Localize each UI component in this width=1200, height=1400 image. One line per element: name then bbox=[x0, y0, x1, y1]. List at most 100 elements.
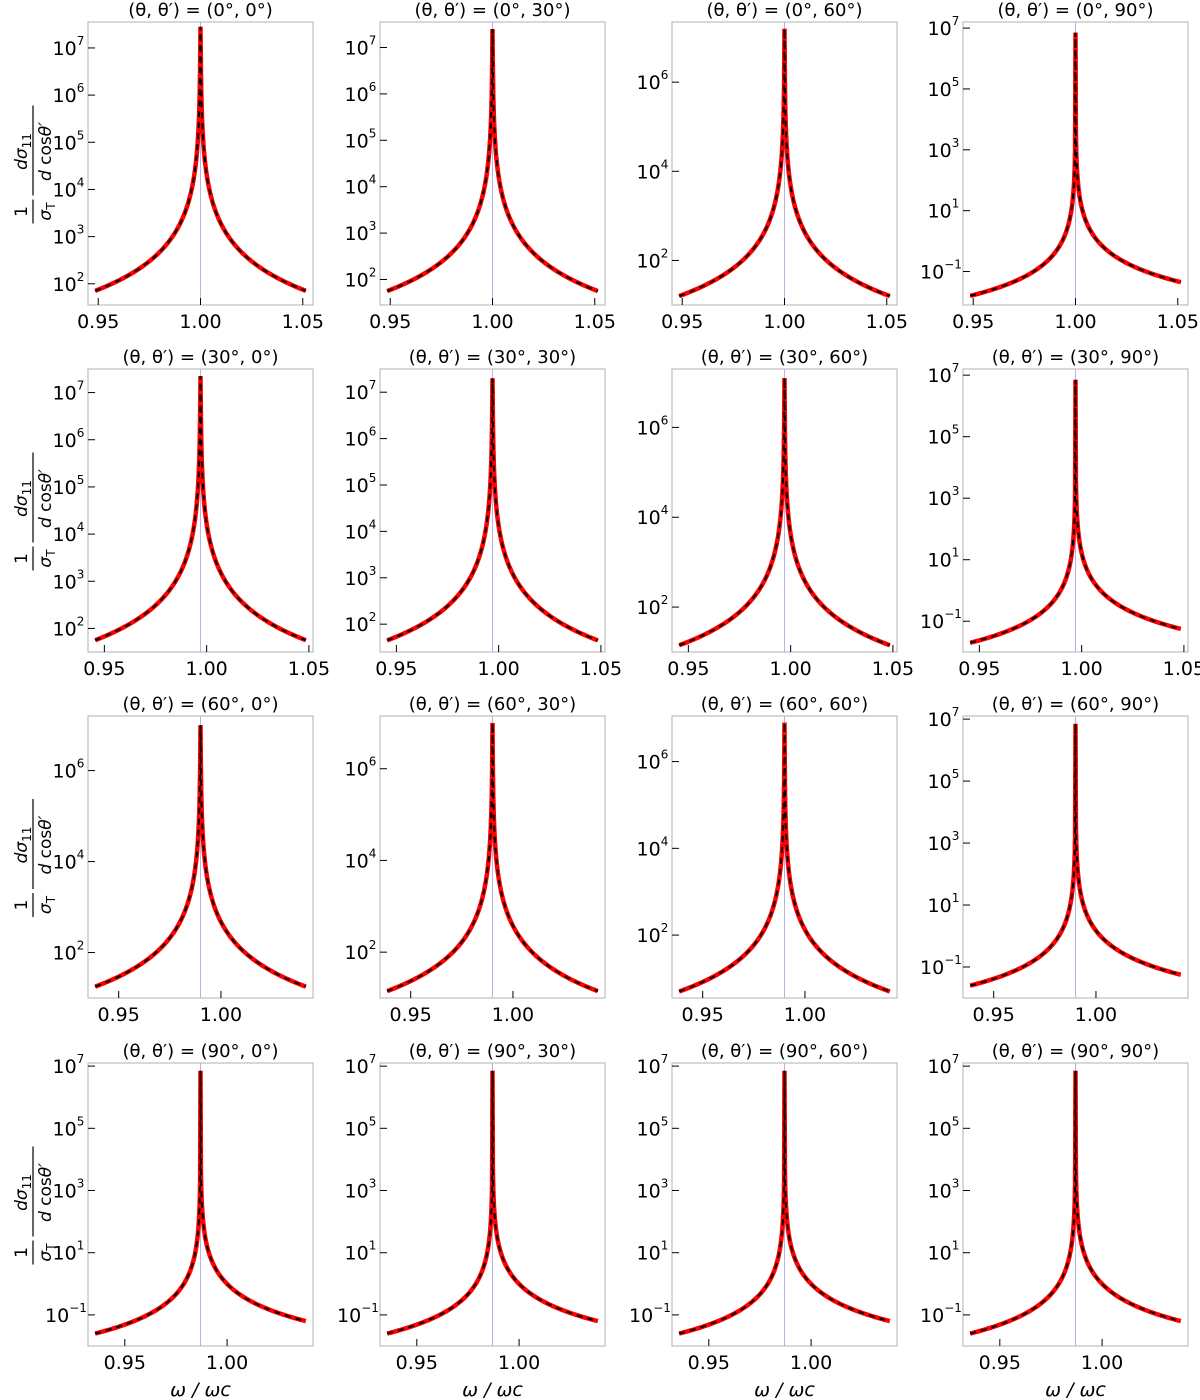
y-tick-label: 103 bbox=[53, 567, 85, 593]
svg-text:σT: σT bbox=[36, 1243, 58, 1262]
series-dashed-line bbox=[386, 28, 599, 293]
y-tick-label: 101 bbox=[928, 546, 960, 572]
x-tick-label: 1.00 bbox=[1054, 311, 1096, 333]
y-tick-label: 107 bbox=[53, 1052, 85, 1078]
y-tick-label: 105 bbox=[928, 1114, 960, 1140]
x-axis-label: ω / ωc bbox=[1045, 1379, 1106, 1400]
x-tick-label: 1.00 bbox=[790, 1352, 832, 1374]
y-tick-label: 103 bbox=[928, 136, 960, 162]
x-tick-label: 0.95 bbox=[369, 311, 411, 333]
x-tick-label: 0.95 bbox=[973, 1004, 1015, 1026]
panel-title: (θ, θ′) = (60°, 60°) bbox=[701, 694, 868, 715]
x-axis-label: ω / ωc bbox=[462, 1379, 523, 1400]
panel-2-0: (θ, θ′) = (60°, 0°) 0.95 1.00 102 104 106 1 σT d… bbox=[12, 694, 314, 1026]
series-dashed-line bbox=[386, 1070, 599, 1335]
panel-title: (θ, θ′) = (0°, 0°) bbox=[128, 0, 273, 21]
series-dashed-line bbox=[94, 26, 307, 292]
panel-0-3: (θ, θ′) = (0°, 90°) 0.95 1.00 1.05 10−1 101 10… bbox=[920, 0, 1199, 333]
y-tick-label: 107 bbox=[928, 14, 960, 40]
plot-frame bbox=[671, 368, 898, 653]
x-tick-label: 1.05 bbox=[1163, 658, 1200, 680]
series-dashed-line bbox=[678, 28, 891, 298]
y-tick-label: 105 bbox=[53, 128, 85, 154]
x-tick-label: 1.00 bbox=[498, 1352, 540, 1374]
y-tick-label: 104 bbox=[53, 520, 85, 546]
plot-frame bbox=[671, 715, 898, 999]
series-dashed-line bbox=[678, 1070, 891, 1335]
panel-title: (θ, θ′) = (30°, 0°) bbox=[123, 347, 279, 368]
panel-1-0: (θ, θ′) = (30°, 0°) 0.95 1.00 1.05 102 103 104… bbox=[12, 347, 330, 680]
x-axis-label: ω / ωc bbox=[170, 1379, 231, 1400]
y-tick-label: 102 bbox=[637, 246, 669, 272]
y-tick-label: 104 bbox=[53, 175, 85, 201]
plot-frame bbox=[962, 1062, 1189, 1347]
x-tick-label: 0.95 bbox=[688, 1352, 730, 1374]
plot-frame bbox=[379, 368, 606, 653]
x-tick-label: 0.95 bbox=[661, 311, 703, 333]
svg-text:dσ11: dσ11 bbox=[12, 1174, 34, 1211]
series-dashed-line bbox=[969, 379, 1182, 644]
y-tick-label: 10−1 bbox=[920, 1301, 962, 1327]
y-tick-label: 107 bbox=[345, 1052, 377, 1078]
y-tick-label: 106 bbox=[637, 413, 669, 439]
y-tick-label: 106 bbox=[345, 80, 377, 106]
svg-text:d cosθ′: d cosθ′ bbox=[36, 815, 56, 874]
y-tick-label: 105 bbox=[53, 473, 85, 499]
x-tick-label: 1.00 bbox=[185, 658, 227, 680]
panel-title: (θ, θ′) = (0°, 90°) bbox=[998, 0, 1154, 21]
y-tick-label: 102 bbox=[53, 614, 85, 640]
panel-2-3: (θ, θ′) = (60°, 90°) 0.95 1.00 10−1 101 103 10… bbox=[920, 694, 1189, 1026]
svg-text:1: 1 bbox=[12, 553, 32, 564]
x-tick-label: 1.05 bbox=[282, 311, 324, 333]
series-dashed-line bbox=[386, 722, 599, 993]
plot-frame bbox=[87, 715, 314, 999]
x-tick-label: 1.05 bbox=[866, 311, 908, 333]
y-tick-label: 106 bbox=[637, 748, 669, 774]
y-tick-label: 107 bbox=[928, 705, 960, 731]
y-tick-label: 104 bbox=[345, 517, 377, 543]
series-dashed-line bbox=[969, 723, 1182, 987]
svg-text:1: 1 bbox=[12, 1247, 32, 1258]
x-tick-label: 1.00 bbox=[206, 1352, 248, 1374]
panel-3-0: (θ, θ′) = (90°, 0°) 0.95 1.00 10−1 101 103 105… bbox=[12, 1041, 314, 1400]
x-tick-label: 0.95 bbox=[375, 658, 417, 680]
panel-1-2: (θ, θ′) = (30°, 60°) 0.95 1.00 1.05 102 104 10… bbox=[637, 347, 915, 680]
y-tick-label: 102 bbox=[345, 938, 377, 964]
y-tick-label: 10−1 bbox=[45, 1301, 87, 1327]
y-tick-label: 105 bbox=[345, 471, 377, 497]
panel-title: (θ, θ′) = (60°, 30°) bbox=[409, 694, 576, 715]
x-tick-label: 0.95 bbox=[390, 1004, 432, 1026]
panel-title: (θ, θ′) = (90°, 30°) bbox=[409, 1041, 576, 1062]
y-tick-label: 102 bbox=[345, 265, 377, 291]
y-tick-label: 104 bbox=[637, 834, 669, 860]
y-tick-label: 10−1 bbox=[920, 953, 962, 979]
x-tick-label: 1.00 bbox=[471, 311, 513, 333]
x-tick-label: 1.00 bbox=[492, 1004, 534, 1026]
svg-text:σT: σT bbox=[36, 549, 58, 568]
panel-title: (θ, θ′) = (30°, 60°) bbox=[701, 347, 868, 368]
x-tick-label: 0.95 bbox=[979, 1352, 1021, 1374]
y-tick-label: 105 bbox=[928, 75, 960, 101]
y-tick-label: 101 bbox=[928, 1239, 960, 1265]
y-tick-label: 101 bbox=[928, 891, 960, 917]
x-tick-label: 1.00 bbox=[179, 311, 221, 333]
y-tick-label: 107 bbox=[345, 34, 377, 60]
y-tick-label: 106 bbox=[53, 426, 85, 452]
plot-frame bbox=[671, 1062, 898, 1347]
y-tick-label: 101 bbox=[53, 1239, 85, 1265]
panel-title: (θ, θ′) = (30°, 30°) bbox=[409, 347, 576, 368]
panel-title: (θ, θ′) = (90°, 90°) bbox=[992, 1041, 1159, 1062]
panel-0-0: (θ, θ′) = (0°, 0°)0.95 1.00 1.051021031041… bbox=[12, 0, 324, 333]
x-tick-label: 1.05 bbox=[1157, 311, 1199, 333]
x-tick-label: 0.95 bbox=[77, 311, 119, 333]
x-tick-label: 1.00 bbox=[784, 1004, 826, 1026]
y-tick-label: 106 bbox=[345, 755, 377, 781]
plot-frame bbox=[379, 715, 606, 999]
series-dashed-line bbox=[969, 32, 1182, 297]
y-tick-label: 104 bbox=[345, 846, 377, 872]
y-tick-label: 105 bbox=[928, 767, 960, 793]
plot-frame bbox=[379, 1062, 606, 1347]
panel-1-3: (θ, θ′) = (30°, 90°) 0.95 1.00 1.05 10−1 101 1… bbox=[920, 347, 1200, 680]
